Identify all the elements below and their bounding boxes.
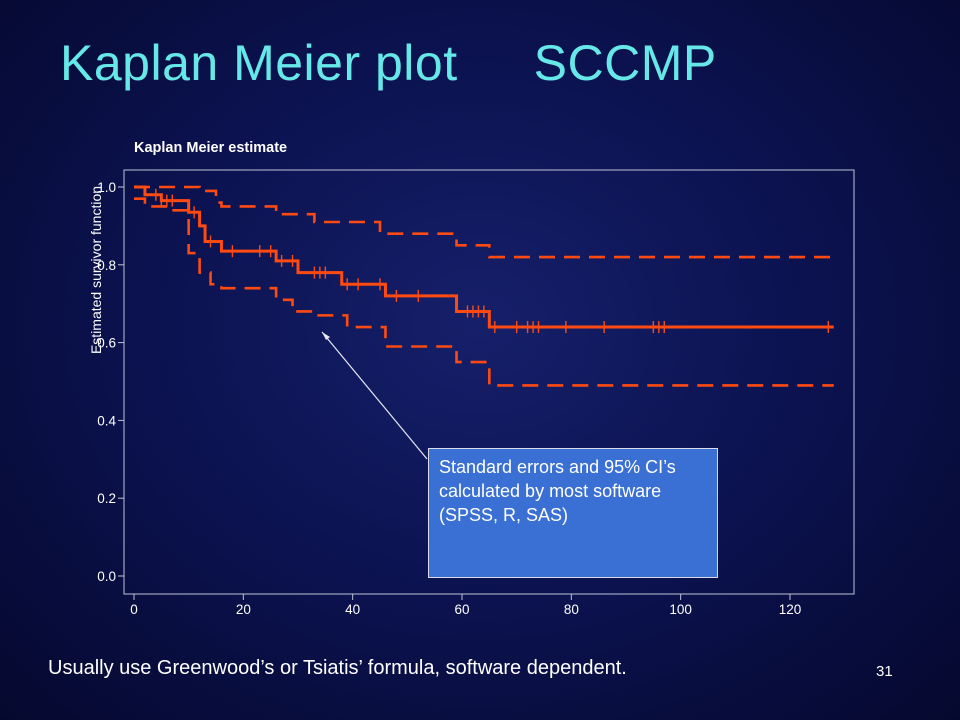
x-tick-label-3: 60 (454, 602, 469, 617)
callout-arrow (321, 331, 428, 460)
survival-curves (134, 185, 834, 387)
x-tick-label-2: 40 (345, 602, 360, 617)
ci-band-1 (134, 185, 834, 259)
ci-band-2 (134, 197, 834, 387)
x-tick-label-4: 80 (564, 602, 579, 617)
title-right: SCCMP (533, 35, 717, 91)
chart-title: Kaplan Meier estimate (134, 140, 287, 156)
y-tick-label-4: 0.8 (97, 258, 116, 273)
y-axis-label: Estimated survivor function (88, 186, 104, 354)
x-tick-label-0: 0 (130, 602, 138, 617)
axes: 0 20 40 60 80 100 120 0.0 0.2 0.4 0.6 0.8 1.0 (97, 180, 801, 617)
x-tick-label-6: 120 (779, 602, 802, 617)
callout-arrowhead (322, 332, 330, 340)
x-tick-label-1: 20 (236, 602, 251, 617)
x-tick-label-5: 100 (669, 602, 692, 617)
y-tick-label-0: 0.0 (97, 569, 116, 584)
title-left: Kaplan Meier plot (60, 35, 458, 91)
footnote: Usually use Greenwood’s or Tsiatis’ form… (48, 657, 627, 679)
callout-box: Standard errors and 95% CI’s calculated … (428, 448, 718, 578)
slide-title: Kaplan Meier plot SCCMP (60, 34, 717, 92)
y-tick-label-3: 0.6 (97, 336, 116, 351)
plot-frame (123, 169, 855, 595)
y-tick-label-1: 0.2 (97, 491, 116, 506)
y-tick-label-2: 0.4 (97, 413, 116, 428)
slide-number: 31 (876, 663, 893, 680)
y-tick-label-5: 1.0 (97, 180, 116, 195)
